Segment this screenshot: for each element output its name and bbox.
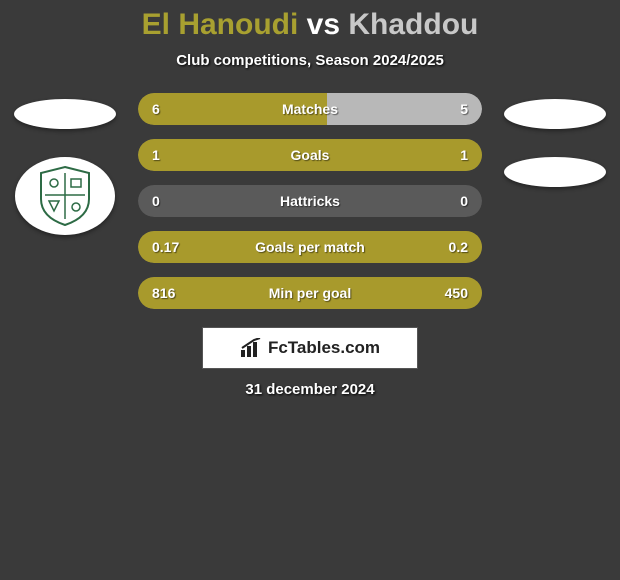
stat-bar: 0 Hattricks 0 — [138, 185, 482, 217]
subtitle: Club competitions, Season 2024/2025 — [0, 52, 620, 69]
brand-badge: FcTables.com — [202, 327, 418, 369]
stat-label: Matches — [282, 101, 338, 117]
stat-bar: 0.17 Goals per match 0.2 — [138, 231, 482, 263]
shield-icon — [37, 165, 93, 227]
stat-label: Goals — [291, 147, 330, 163]
stats-column: 6 Matches 5 1 Goals 1 0 Hattricks 0 0.17 Goals per… — [138, 93, 482, 309]
player1-photo-placeholder — [14, 99, 116, 129]
stat-value-left: 1 — [152, 147, 160, 163]
main-row: 6 Matches 5 1 Goals 1 0 Hattricks 0 0.17 Goals per… — [0, 93, 620, 309]
stat-label: Min per goal — [269, 285, 351, 301]
stat-value-left: 0 — [152, 193, 160, 209]
stat-value-right: 5 — [460, 101, 468, 117]
date-text: 31 december 2024 — [0, 381, 620, 398]
player2-name: Khaddou — [348, 8, 478, 41]
right-column — [500, 93, 610, 187]
vs-text: vs — [307, 8, 340, 41]
player1-club-crest — [15, 157, 115, 235]
left-column — [10, 93, 120, 235]
stat-value-left: 816 — [152, 285, 175, 301]
stat-label: Hattricks — [280, 193, 340, 209]
stat-value-right: 0.2 — [449, 239, 468, 255]
stat-value-left: 0.17 — [152, 239, 179, 255]
stat-value-right: 450 — [445, 285, 468, 301]
player2-photo-placeholder — [504, 99, 606, 129]
comparison-infographic: El Hanoudi vs Khaddou Club competitions,… — [0, 0, 620, 398]
stat-bar: 1 Goals 1 — [138, 139, 482, 171]
stat-bar: 6 Matches 5 — [138, 93, 482, 125]
stat-value-right: 0 — [460, 193, 468, 209]
stat-bar: 816 Min per goal 450 — [138, 277, 482, 309]
stat-label: Goals per match — [255, 239, 365, 255]
brand-text: FcTables.com — [268, 338, 380, 358]
stat-value-left: 6 — [152, 101, 160, 117]
player1-name: El Hanoudi — [142, 8, 299, 41]
page-title: El Hanoudi vs Khaddou — [0, 8, 620, 42]
player2-club-placeholder — [504, 157, 606, 187]
chart-icon — [240, 338, 262, 358]
stat-value-right: 1 — [460, 147, 468, 163]
